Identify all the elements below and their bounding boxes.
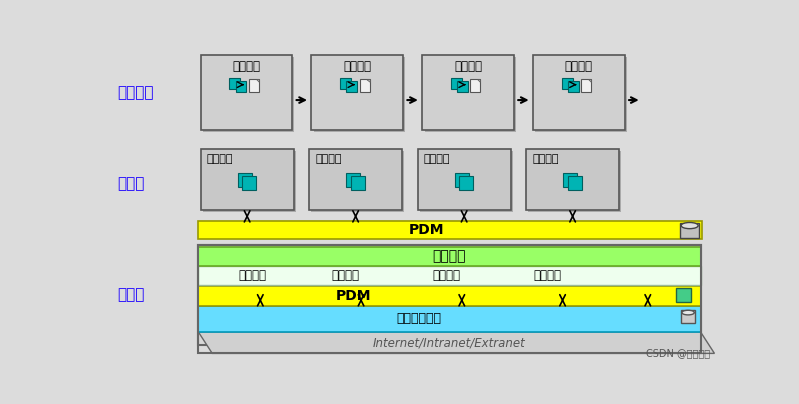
Bar <box>568 176 582 190</box>
Bar <box>360 79 370 92</box>
Text: Internet/Intranet/Extranet: Internet/Intranet/Extranet <box>373 336 526 349</box>
Text: 产品试验: 产品试验 <box>423 154 451 164</box>
Polygon shape <box>477 79 480 82</box>
Text: 产品试验: 产品试验 <box>454 61 482 74</box>
Bar <box>562 78 573 88</box>
Text: 产品试验: 产品试验 <box>432 269 460 282</box>
Bar <box>242 176 256 190</box>
Bar <box>203 57 294 133</box>
Bar <box>198 306 701 332</box>
Text: 产品规划: 产品规划 <box>233 61 260 74</box>
Text: 产品规划: 产品规划 <box>239 269 267 282</box>
Bar <box>451 78 462 88</box>
Bar <box>455 173 469 187</box>
Text: 生产准备: 生产准备 <box>565 61 593 74</box>
Bar <box>201 55 292 130</box>
Bar <box>471 79 480 92</box>
Bar <box>340 78 351 88</box>
Bar <box>563 173 577 187</box>
Bar <box>198 247 701 265</box>
Bar <box>420 151 513 213</box>
Text: 过程流: 过程流 <box>117 287 145 302</box>
Ellipse shape <box>681 223 698 229</box>
Bar <box>309 149 402 210</box>
Bar <box>459 176 474 190</box>
Bar <box>198 286 701 306</box>
Polygon shape <box>198 332 714 354</box>
Polygon shape <box>367 79 370 82</box>
Bar <box>346 173 360 187</box>
Text: 产品设计: 产品设计 <box>344 61 372 74</box>
Bar <box>676 288 691 302</box>
Bar <box>423 55 514 130</box>
Bar <box>312 151 404 213</box>
Text: 生产准备: 生产准备 <box>533 269 561 282</box>
Bar <box>198 221 702 240</box>
Text: 项目管理: 项目管理 <box>432 249 466 263</box>
Text: 过程链: 过程链 <box>117 176 145 191</box>
Bar <box>457 81 468 92</box>
Text: PDM: PDM <box>409 223 445 237</box>
Text: 产品规划: 产品规划 <box>207 154 233 164</box>
Bar <box>238 173 252 187</box>
Bar <box>681 309 695 323</box>
Ellipse shape <box>682 310 694 315</box>
Bar <box>198 245 701 345</box>
Bar <box>581 79 591 92</box>
Bar <box>535 57 627 133</box>
Bar <box>197 245 702 354</box>
Bar <box>236 81 246 92</box>
Bar <box>314 57 405 133</box>
Bar <box>351 176 365 190</box>
Polygon shape <box>256 79 259 82</box>
Bar <box>424 57 516 133</box>
Text: 产品设计: 产品设计 <box>316 154 342 164</box>
Text: CSDN @南河的南: CSDN @南河的南 <box>646 348 710 358</box>
Bar <box>568 81 578 92</box>
Bar <box>229 78 240 88</box>
Text: 生产准备: 生产准备 <box>532 154 559 164</box>
Bar <box>198 266 701 285</box>
Text: 产品设计: 产品设计 <box>332 269 360 282</box>
Text: PDM: PDM <box>336 288 371 303</box>
Polygon shape <box>588 79 591 82</box>
Bar <box>312 55 403 130</box>
Bar <box>526 149 619 210</box>
Text: 过程序列: 过程序列 <box>117 86 153 101</box>
Bar <box>248 79 259 92</box>
Text: 虚拟产品模型: 虚拟产品模型 <box>396 312 441 325</box>
Bar <box>203 151 296 213</box>
Bar <box>528 151 622 213</box>
Bar <box>681 223 699 238</box>
Bar <box>201 149 293 210</box>
Bar <box>533 55 625 130</box>
Bar <box>418 149 511 210</box>
Bar <box>346 81 357 92</box>
